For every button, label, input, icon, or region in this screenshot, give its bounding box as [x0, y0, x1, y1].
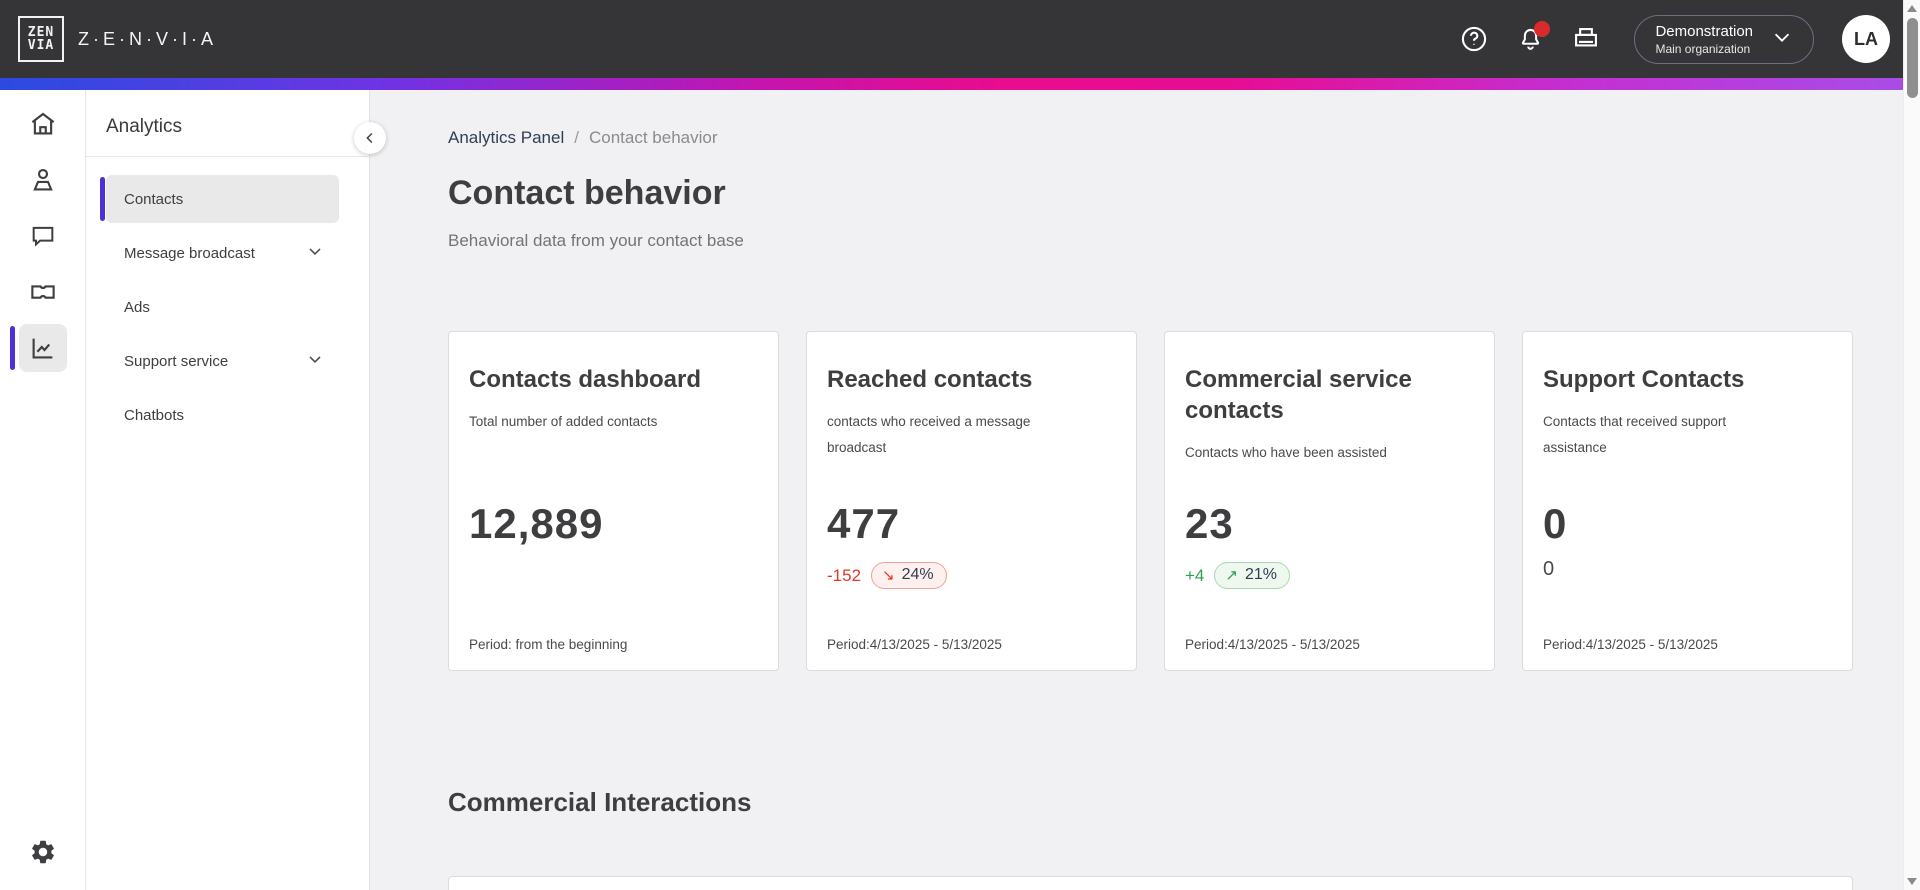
sidebar-item-ads[interactable]: Ads [106, 283, 339, 331]
chevron-down-icon [305, 349, 325, 373]
card-reached-contacts: Reached contacts contacts who received a… [806, 331, 1137, 671]
zenvia-logo: ZEN VIA Z·E·N·V·I·A [18, 16, 217, 62]
nav-contacts-icon[interactable] [19, 156, 67, 204]
card-commercial-service-contacts: Commercial service contacts Contacts who… [1164, 331, 1495, 671]
card-value: 12,889 [469, 500, 604, 547]
delta-value: 0 [1543, 558, 1555, 580]
trend-down-arrow-icon: ↘ [882, 567, 895, 584]
printer-icon[interactable] [1572, 25, 1600, 53]
brand-gradient-bar [0, 78, 1920, 90]
help-icon[interactable] [1460, 25, 1488, 53]
trend-badge: ↘ 24% [871, 562, 947, 589]
top-bar: ZEN VIA Z·E·N·V·I·A [0, 0, 1920, 78]
commercial-interactions-card-top [448, 876, 1853, 890]
organization-name: Demonstration [1655, 22, 1753, 40]
user-avatar[interactable]: LA [1842, 15, 1890, 63]
trend-percent: 21% [1244, 566, 1277, 583]
nav-home-icon[interactable] [19, 100, 67, 148]
card-title: Commercial service contacts [1185, 366, 1412, 425]
chevron-down-icon [1771, 26, 1793, 53]
section-title-commercial-interactions: Commercial Interactions [448, 787, 752, 817]
analytics-sidebar: Analytics Contacts Message broadcast Ads… [86, 90, 370, 890]
sidebar-title: Analytics [106, 116, 183, 137]
brand-wordmark: Z·E·N·V·I·A [78, 28, 217, 49]
breadcrumb-separator: / [574, 128, 579, 147]
kpi-cards-row: Contacts dashboard Total number of added… [448, 331, 1920, 671]
card-value: 0 [1543, 500, 1568, 547]
card-description: contacts who received a message broadcas… [827, 414, 1031, 455]
card-contacts-dashboard: Contacts dashboard Total number of added… [448, 331, 779, 671]
sidebar-item-label: Support service [124, 352, 229, 370]
logo-text-top: ZEN [27, 25, 55, 40]
card-title: Reached contacts [827, 366, 1033, 393]
nav-analytics-icon[interactable] [9, 324, 67, 372]
delta-value: -152 [827, 565, 862, 585]
scrollbar-down-arrow[interactable] [1907, 878, 1917, 885]
card-description: Contacts that received support assistanc… [1543, 414, 1727, 455]
active-nav-indicator [9, 326, 15, 370]
card-title: Support Contacts [1543, 366, 1745, 393]
sidebar-item-contacts[interactable]: Contacts [100, 175, 339, 223]
notifications-bell-icon[interactable] [1516, 21, 1551, 53]
breadcrumb-analytics-panel[interactable]: Analytics Panel [448, 128, 565, 147]
trend-badge: ↗ 21% [1214, 562, 1290, 589]
trend-up-arrow-icon: ↗ [1225, 567, 1238, 584]
card-period: Period:4/13/2025 - 5/13/2025 [827, 637, 1002, 652]
sidebar-collapse-button[interactable] [354, 122, 386, 154]
logo-text-bottom: VIA [27, 38, 55, 53]
card-value: 23 [1185, 500, 1234, 547]
breadcrumb-current: Contact behavior [588, 128, 718, 147]
settings-gear-icon[interactable] [19, 828, 67, 876]
page-title: Contact behavior [448, 174, 726, 212]
main-content: Analytics Panel / Contact behavior Conta… [370, 90, 1920, 890]
nav-tickets-icon[interactable] [19, 268, 67, 316]
page-scrollbar[interactable] [1903, 0, 1920, 890]
card-description: Total number of added contacts [469, 414, 658, 430]
card-period: Period:4/13/2025 - 5/13/2025 [1543, 637, 1718, 652]
sidebar-item-support-service[interactable]: Support service [106, 337, 339, 385]
card-support-contacts: Support Contacts Contacts that received … [1522, 331, 1853, 671]
card-value: 477 [827, 500, 901, 547]
trend-percent: 24% [901, 566, 934, 583]
chevron-down-icon [305, 241, 325, 265]
notification-badge [1534, 21, 1551, 37]
sidebar-item-chatbots[interactable]: Chatbots [106, 391, 339, 439]
organization-switcher[interactable]: Demonstration Main organization [1634, 14, 1814, 64]
icon-rail [0, 90, 86, 890]
page-subtitle: Behavioral data from your contact base [448, 231, 744, 250]
sidebar-item-label: Contacts [124, 190, 184, 208]
zenvia-logo-icon: ZEN VIA [18, 16, 64, 62]
breadcrumb: Analytics Panel / Contact behavior [448, 128, 1920, 148]
sidebar-item-label: Message broadcast [124, 244, 255, 262]
sidebar-item-label: Chatbots [124, 406, 185, 424]
card-description: Contacts who have been assisted [1185, 445, 1387, 461]
sidebar-divider [86, 156, 369, 157]
card-period: Period: from the beginning [469, 637, 628, 652]
card-title: Contacts dashboard [469, 366, 702, 393]
scrollbar-up-arrow[interactable] [1907, 5, 1917, 12]
card-period: Period:4/13/2025 - 5/13/2025 [1185, 637, 1360, 652]
scrollbar-thumb[interactable] [1907, 18, 1918, 98]
organization-subtitle: Main organization [1655, 41, 1751, 56]
sidebar-item-label: Ads [124, 298, 150, 316]
active-item-indicator [100, 177, 105, 221]
nav-conversations-icon[interactable] [19, 212, 67, 260]
delta-value: +4 [1185, 565, 1205, 585]
sidebar-item-message-broadcast[interactable]: Message broadcast [106, 229, 339, 277]
